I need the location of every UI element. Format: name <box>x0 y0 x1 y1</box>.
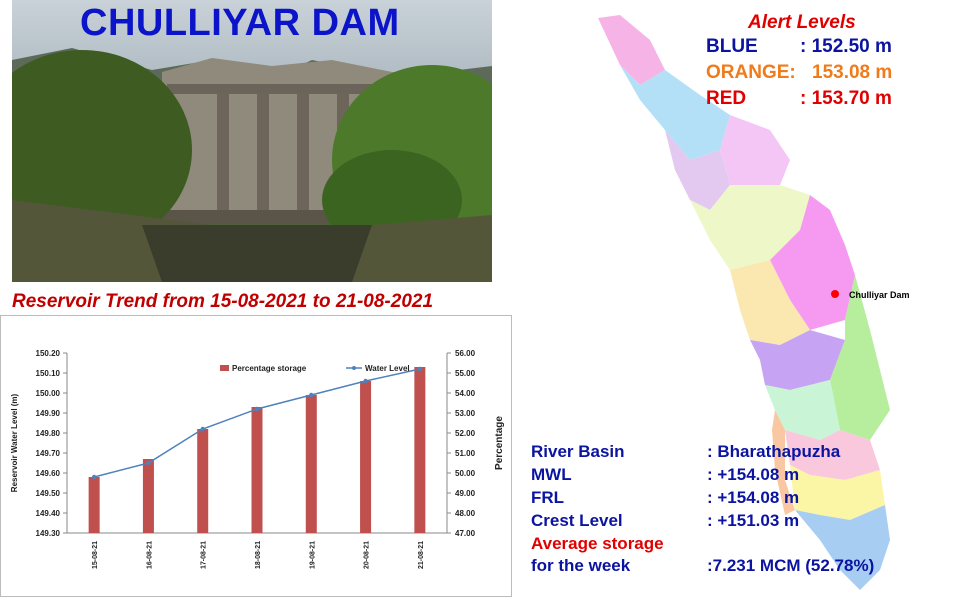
y2-tick-label: 56.00 <box>455 349 476 358</box>
y2-tick-label: 52.00 <box>455 429 476 438</box>
alert-levels-title: Alert Levels <box>748 12 856 33</box>
district-pathanamthitta <box>785 430 880 480</box>
y2-tick-label: 55.00 <box>455 369 476 378</box>
district-ernakulam <box>750 330 845 390</box>
bar-percentage-storage <box>251 407 263 533</box>
frl-row: FRL : +154.08 m <box>531 488 799 508</box>
y-tick-label: 150.00 <box>36 389 61 398</box>
chart-svg: 150.20 150.10 150.00 149.90 149.80 149.70 149.… <box>10 349 505 569</box>
y-tick-label: 150.20 <box>36 349 61 358</box>
bar-percentage-storage <box>142 459 154 533</box>
district-kozhikode <box>665 130 730 210</box>
mwl-label: MWL <box>531 465 572 484</box>
y2-tick-label: 51.00 <box>455 449 476 458</box>
district-thiruvananthapuram <box>795 505 890 590</box>
bar-percentage-storage <box>414 367 426 533</box>
district-kollam <box>790 465 885 520</box>
district-wayanad <box>720 115 790 190</box>
alert-blue-value: : 152.50 m <box>800 36 892 57</box>
page-title: CHULLIYAR DAM <box>80 2 400 44</box>
alert-orange-name: ORANGE: <box>706 62 796 83</box>
alert-red-value: : 153.70 m <box>800 88 892 109</box>
dam-photo-illustration <box>12 48 492 282</box>
river-basin-value: : Bharathapuzha <box>707 442 841 461</box>
reservoir-trend-chart: 150.20 150.10 150.00 149.90 149.80 149.70 149.… <box>0 315 512 597</box>
legend-label-percentage-storage: Percentage storage <box>232 364 307 373</box>
y-tick-label: 149.30 <box>36 529 61 538</box>
y2-tick-label: 48.00 <box>455 509 476 518</box>
dam-photo <box>12 0 492 282</box>
river-basin-row: River Basin : Bharathapuzha <box>531 442 840 462</box>
crest-level-row: Crest Level : +151.03 m <box>531 511 799 531</box>
bar-percentage-storage <box>305 395 317 533</box>
river-basin-label: River Basin <box>531 442 625 461</box>
alert-blue-name: BLUE <box>706 36 758 57</box>
district-malappuram <box>690 185 810 270</box>
x-tick-label: 15-08-21 <box>92 541 99 569</box>
y2-tick-label: 53.00 <box>455 409 476 418</box>
x-tick-label: 19-08-21 <box>309 541 316 569</box>
y-tick-label: 149.80 <box>36 429 61 438</box>
point-water-level <box>309 392 314 398</box>
y2-axis-label: Percentage <box>494 416 505 470</box>
frl-value: : +154.08 m <box>707 488 800 507</box>
alert-red-name: RED <box>706 88 747 109</box>
chulliyar-dam-marker <box>831 290 839 298</box>
alert-red: RED : 153.70 m <box>706 88 892 110</box>
legend-swatch-percentage-storage <box>220 365 229 371</box>
district-thrissur <box>730 260 810 345</box>
district-alappuzha <box>772 410 795 515</box>
y-tick-label: 149.90 <box>36 409 61 418</box>
point-water-level <box>254 406 260 412</box>
y-tick-label: 149.70 <box>36 449 61 458</box>
x-tick-label: 21-08-21 <box>418 541 425 569</box>
y-tick-label: 149.60 <box>36 469 61 478</box>
x-tick-label: 20-08-21 <box>364 541 371 569</box>
district-idukki <box>830 275 890 440</box>
y-tick-label: 149.40 <box>36 509 61 518</box>
bar-percentage-storage <box>88 477 100 533</box>
average-storage-value: :7.231 MCM (52.78%) <box>707 556 875 575</box>
x-tick-label: 16-08-21 <box>146 541 153 569</box>
y-tick-label: 149.50 <box>36 489 61 498</box>
point-water-level <box>146 460 151 466</box>
crest-level-label: Crest Level <box>531 511 623 530</box>
average-storage-label: Average storage <box>531 534 664 553</box>
point-water-level <box>200 426 205 432</box>
y2-tick-label: 54.00 <box>455 389 476 398</box>
point-water-level <box>363 378 368 384</box>
average-storage-row: for the week :7.231 MCM (52.78%) <box>531 556 874 576</box>
alert-blue: BLUE : 152.50 m <box>706 36 892 58</box>
district-kasaragod <box>598 15 665 85</box>
district-kottayam <box>765 380 840 440</box>
x-tick-label: 18-08-21 <box>255 541 262 569</box>
chart-title: Reservoir Trend from 15-08-2021 to 21-08… <box>12 291 434 312</box>
bar-percentage-storage <box>360 381 372 533</box>
alert-orange-value: 153.08 m <box>812 62 893 83</box>
legend-label-water-level: Water Level <box>365 364 410 373</box>
y-axis-label: Reservoir Water Level (m) <box>10 393 19 492</box>
district-kannur <box>620 65 730 160</box>
frl-label: FRL <box>531 488 565 507</box>
map-marker-label: Chulliyar Dam <box>849 290 910 300</box>
y2-tick-label: 50.00 <box>455 469 476 478</box>
legend-marker-water-level <box>352 366 356 370</box>
point-water-level <box>417 366 423 372</box>
mwl-value: : +154.08 m <box>707 465 800 484</box>
kerala-map <box>598 15 890 590</box>
point-water-level <box>91 474 97 480</box>
mwl-row: MWL : +154.08 m <box>531 465 799 485</box>
alert-orange: ORANGE: 153.08 m <box>706 62 892 84</box>
average-storage-label-2: for the week <box>531 556 631 575</box>
y2-tick-label: 47.00 <box>455 529 476 538</box>
y-tick-label: 150.10 <box>36 369 61 378</box>
bar-percentage-storage <box>197 429 209 533</box>
y2-tick-label: 49.00 <box>455 489 476 498</box>
x-tick-label: 17-08-21 <box>201 541 208 569</box>
crest-level-value: : +151.03 m <box>707 511 800 530</box>
